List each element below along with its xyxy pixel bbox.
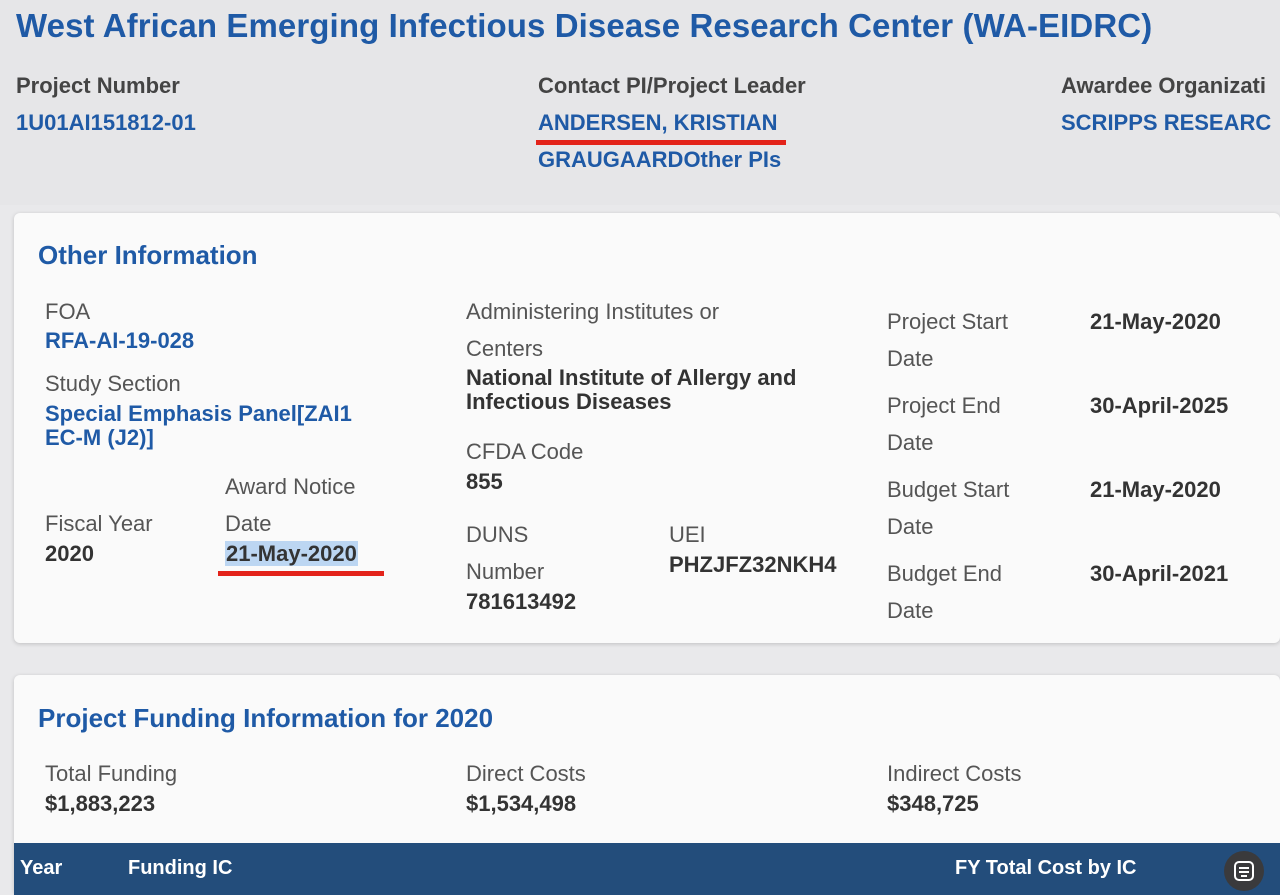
award-notice-label: Award Notice Date	[225, 474, 356, 536]
contact-pi-link[interactable]: ANDERSEN, KRISTIAN	[538, 110, 778, 135]
other-pis-link[interactable]: GRAUGAARDOther PIs	[538, 147, 782, 172]
direct-costs-label: Direct Costs	[466, 761, 586, 786]
indirect-costs-value: $348,725	[887, 791, 979, 816]
project-number-link[interactable]: 1U01AI151812-01	[16, 110, 196, 135]
uei-label: UEI	[669, 522, 706, 547]
project-header: West African Emerging Infectious Disease…	[0, 0, 1280, 205]
uei-value: PHZJFZ32NKH4	[669, 552, 837, 577]
total-funding-label: Total Funding	[45, 761, 178, 786]
study-section-label: Study Section	[45, 371, 181, 396]
award-date-highlight-underline	[218, 571, 384, 576]
administering-institutes-label: Administering Institutes or Centers	[466, 299, 720, 361]
fiscal-year-value: 2020	[45, 541, 94, 566]
direct-costs-value: $1,534,498	[466, 791, 577, 816]
other-information-title: Other Information	[38, 240, 258, 270]
budget-start-date-label: Budget Start Date	[887, 477, 1010, 539]
study-section-link[interactable]: Special Emphasis Panel[ZAI1 EC-M (J2)]	[45, 401, 352, 450]
duns-value: 781613492	[466, 589, 577, 614]
duns-label: DUNS Number	[466, 522, 545, 584]
awardee-link[interactable]: SCRIPPS RESEARC	[1061, 110, 1272, 135]
other-information-card: Other Information FOA RFA-AI-19-028 Stud…	[14, 213, 1280, 643]
budget-end-date-label: Budget End Date	[887, 561, 1002, 623]
feedback-button[interactable]	[1224, 851, 1264, 891]
total-funding-value: $1,883,223	[45, 791, 156, 816]
page-title: West African Emerging Infectious Disease…	[16, 7, 1153, 44]
budget-start-date-value: 21-May-2020	[1090, 477, 1221, 502]
pi-highlight-underline	[536, 140, 786, 145]
column-header-funding-ic[interactable]: Funding IC	[128, 857, 233, 879]
awardee-label: Awardee Organizati	[1061, 73, 1266, 98]
project-start-date-value: 21-May-2020	[1090, 309, 1221, 334]
cfda-code-label: CFDA Code	[466, 439, 584, 464]
project-start-date-label: Project Start Date	[887, 309, 1009, 371]
project-end-date-label: Project End Date	[887, 393, 1001, 455]
foa-label: FOA	[45, 299, 91, 324]
project-end-date-value: 30-April-2025	[1090, 393, 1229, 418]
indirect-costs-label: Indirect Costs	[887, 761, 1022, 786]
contact-pi-label: Contact PI/Project Leader	[538, 73, 806, 98]
column-header-fy-total-cost[interactable]: FY Total Cost by IC	[955, 857, 1137, 879]
award-notice-date: 21-May-2020	[225, 541, 358, 566]
fiscal-year-label: Fiscal Year	[45, 511, 153, 536]
cfda-code-value: 855	[466, 469, 503, 494]
project-number-label: Project Number	[16, 73, 180, 98]
administering-institutes-value: National Institute of Allergy and Infect…	[466, 365, 797, 414]
foa-link[interactable]: RFA-AI-19-028	[45, 328, 195, 353]
feedback-icon	[1234, 861, 1254, 881]
budget-end-date-value: 30-April-2021	[1090, 561, 1229, 586]
funding-table-header: Year Funding IC FY Total Cost by IC	[14, 843, 1280, 895]
funding-title: Project Funding Information for 2020	[38, 703, 494, 733]
column-header-year[interactable]: Year	[20, 857, 63, 879]
